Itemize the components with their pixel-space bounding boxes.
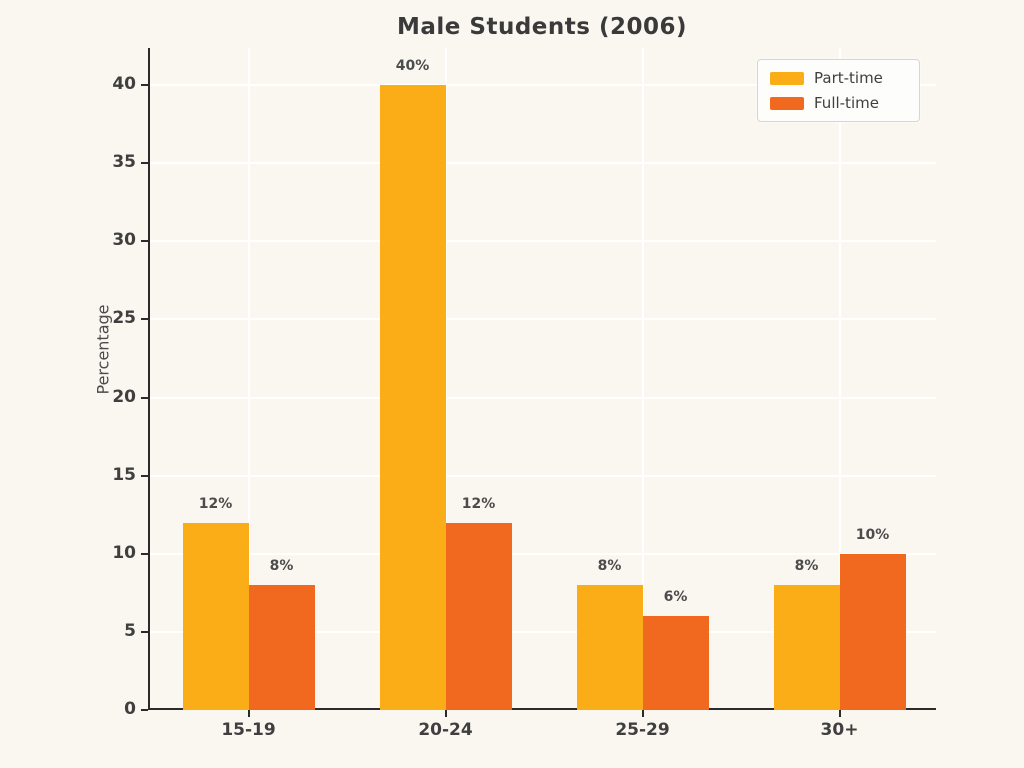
bar-part-time-25-29: [576, 585, 643, 710]
y-tick-label: 35: [112, 152, 136, 173]
gridline-horizontal: [150, 162, 936, 165]
y-tick-label: 0: [124, 699, 136, 719]
bar-value-label-full-time-30+: 10%: [855, 526, 890, 543]
x-tick-label: 15-19: [221, 720, 276, 740]
gridline-horizontal: [150, 474, 936, 477]
legend-label-full-time: Full-time: [814, 94, 879, 112]
gridline-horizontal: [150, 552, 936, 555]
x-tick-label: 20-24: [418, 720, 473, 740]
bar-full-time-25-29: [642, 616, 709, 710]
y-tick-label: 10: [112, 542, 136, 563]
chart-title: Male Students (2006): [397, 14, 687, 40]
y-tick-mark: [141, 396, 148, 399]
bar-value-label-part-time-25-29: 8%: [597, 558, 622, 574]
gridline-horizontal: [150, 240, 936, 243]
y-tick-mark: [141, 552, 148, 555]
bar-value-label-part-time-15-19: 12%: [198, 495, 233, 512]
gridline-horizontal: [150, 318, 936, 321]
full-time-swatch-icon: [770, 96, 804, 110]
gridline-vertical: [444, 48, 447, 708]
y-tick-mark: [141, 630, 148, 633]
x-tick-label: 30+: [820, 720, 859, 740]
bar-value-label-full-time-15-19: 8%: [269, 558, 294, 574]
bar-full-time-30+: [839, 553, 906, 710]
plot-area: 0 5 10 15 20 25 30 35 40 15-19 12% 8% 20-24 40% 12% 25-…: [112, 48, 936, 740]
y-tick-mark: [141, 240, 148, 243]
legend-item-part-time: Part-time: [770, 69, 907, 87]
bar-part-time-30+: [773, 585, 840, 710]
bar-value-label-full-time-20-24: 12%: [461, 495, 496, 512]
gridline-vertical: [641, 48, 644, 708]
part-time-swatch-icon: [770, 71, 804, 85]
y-tick-mark: [141, 474, 148, 477]
legend-label-part-time: Part-time: [814, 69, 883, 87]
y-tick-label: 5: [124, 620, 136, 641]
y-tick-label: 30: [112, 230, 136, 251]
gridline-horizontal: [150, 630, 936, 633]
bar-part-time-20-24: [379, 85, 446, 710]
x-tick-mark: [838, 710, 841, 717]
y-tick-mark: [141, 84, 148, 86]
y-tick-mark: [141, 709, 148, 711]
y-tick-mark: [141, 318, 148, 321]
legend: Part-time Full-time: [757, 59, 920, 122]
x-tick-label: 25-29: [615, 720, 670, 740]
bar-value-label-part-time-20-24: 40%: [395, 58, 430, 74]
gridline-vertical: [247, 48, 250, 708]
y-tick-label: 15: [112, 464, 136, 485]
x-tick-mark: [641, 710, 644, 717]
bar-value-label-part-time-30+: 8%: [794, 558, 819, 574]
bar-part-time-15-19: [182, 522, 249, 710]
x-tick-mark: [444, 710, 447, 717]
y-tick-mark: [141, 162, 148, 165]
bar-value-label-full-time-25-29: 6%: [663, 589, 688, 606]
bar-full-time-15-19: [248, 585, 315, 710]
y-tick-label: 20: [112, 386, 136, 407]
y-tick-label: 40: [112, 74, 136, 94]
x-tick-mark: [247, 710, 250, 717]
gridline-horizontal: [150, 84, 936, 86]
legend-item-full-time: Full-time: [770, 94, 907, 112]
bar-full-time-20-24: [445, 522, 512, 710]
y-tick-label: 25: [112, 308, 136, 329]
gridline-vertical: [838, 48, 841, 708]
gridline-horizontal: [150, 396, 936, 399]
